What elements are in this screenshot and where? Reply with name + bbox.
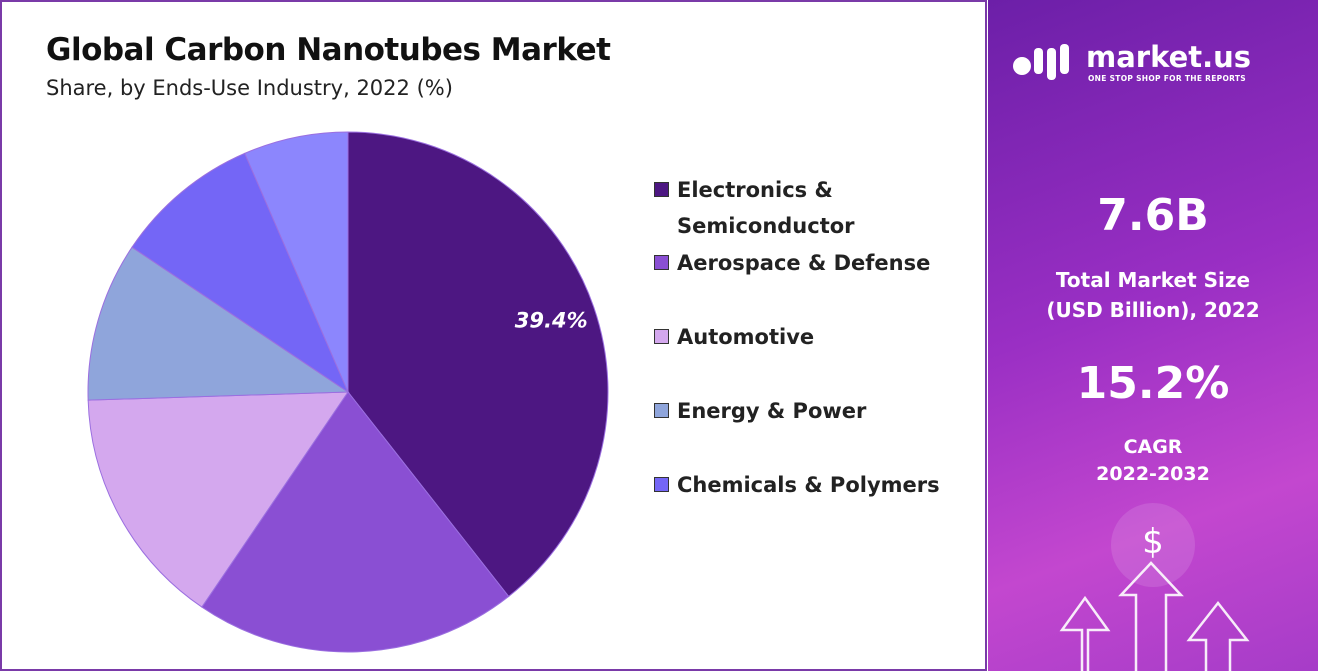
legend-swatch	[654, 329, 669, 344]
tagline: ONE STOP SHOP FOR THE REPORTS	[1088, 74, 1246, 83]
legend-label: Automotive	[677, 325, 815, 349]
pie-slice	[201, 391, 510, 653]
arrows	[1059, 561, 1250, 671]
legend: Electronics & Semiconductor Aerospace & D…	[654, 172, 984, 541]
market-size-label: Total Market Size	[1055, 268, 1251, 292]
market-size: 7.6B	[1097, 190, 1209, 241]
cagr-label: CAGR	[1123, 436, 1183, 458]
side-panel: market.us ONE STOP SHOP FOR THE REPORTS …	[988, 0, 1318, 671]
legend-label: Electronics & Semiconductor	[677, 178, 855, 238]
legend-swatch	[654, 477, 669, 492]
pie-chart: 39.4%	[87, 131, 609, 653]
legend-swatch	[654, 255, 669, 270]
chart-subtitle: Share, by Ends-Use Industry, 2022 (%)	[46, 76, 453, 100]
coin	[1111, 503, 1195, 587]
pie-slice	[131, 152, 350, 394]
data-label: 39.4%	[515, 309, 588, 333]
market-size-label: (USD Billion), 2022	[1046, 298, 1260, 322]
legend-swatch	[654, 182, 669, 197]
decoration	[1013, 44, 1250, 671]
chart-title: Global Carbon Nanotubes Market	[46, 32, 611, 68]
logo	[1013, 44, 1069, 80]
legend-swatch	[654, 403, 669, 418]
pie-slice	[244, 131, 349, 393]
cagr: 15.2%	[1076, 358, 1230, 409]
pie-slice	[347, 131, 609, 598]
legend-label: Chemicals & Polymers	[677, 473, 940, 497]
legend-label: Energy & Power	[677, 399, 867, 423]
brand: market.us	[1086, 40, 1252, 74]
legend-entry: Energy & Power	[654, 393, 984, 467]
legend-entry: Electronics & Semiconductor	[654, 172, 874, 245]
pie-slice	[87, 391, 349, 608]
legend-label: Aerospace & Defense	[677, 251, 931, 275]
legend-entry: Aerospace & Defense	[654, 245, 984, 319]
dollar-icon: $	[1142, 522, 1164, 562]
cagr-label: 2022-2032	[1096, 463, 1210, 485]
legend-entry: Automotive	[654, 319, 984, 393]
chart-card: Global Carbon Nanotubes Market Share, by…	[0, 0, 987, 671]
legend-entry: Chemicals & Polymers	[654, 467, 984, 541]
pie-slice	[87, 246, 350, 401]
